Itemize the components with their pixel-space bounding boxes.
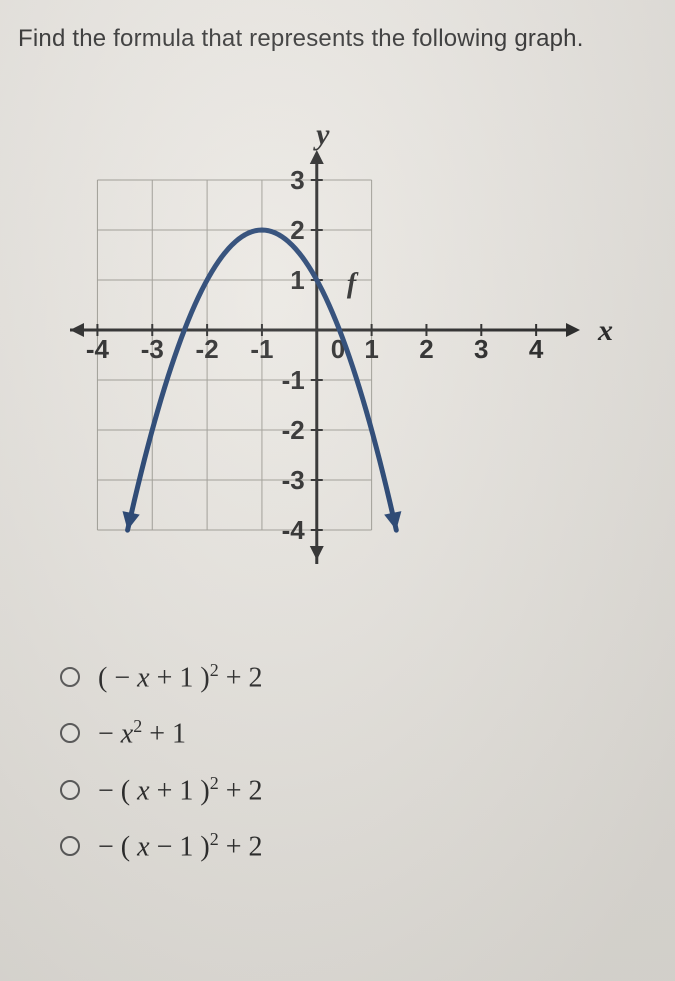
svg-text:-3: -3 xyxy=(141,334,164,364)
svg-text:1: 1 xyxy=(364,334,378,364)
question-text: Find the formula that represents the fol… xyxy=(18,25,657,53)
radio-icon xyxy=(60,836,80,856)
option-d[interactable]: − ( x − 1 )2 + 2 xyxy=(60,829,262,863)
svg-text:-1: -1 xyxy=(250,334,273,364)
option-b-formula: − x2 + 1 xyxy=(98,716,186,750)
svg-text:-2: -2 xyxy=(282,415,305,445)
radio-icon xyxy=(60,780,80,800)
option-d-formula: − ( x − 1 )2 + 2 xyxy=(98,829,262,863)
svg-text:x: x xyxy=(597,314,613,347)
option-a[interactable]: ( − x + 1 )2 + 2 xyxy=(60,660,262,694)
option-c[interactable]: − ( x + 1 )2 + 2 xyxy=(60,773,262,807)
graph-container: -4-3-2-112340-4-3-2-1123yxf xyxy=(60,120,620,580)
svg-text:1: 1 xyxy=(290,265,304,295)
svg-text:-2: -2 xyxy=(196,334,219,364)
svg-text:4: 4 xyxy=(529,334,544,364)
option-c-formula: − ( x + 1 )2 + 2 xyxy=(98,773,262,807)
svg-text:2: 2 xyxy=(290,215,304,245)
svg-text:-3: -3 xyxy=(282,465,305,495)
radio-icon xyxy=(60,723,80,743)
svg-text:3: 3 xyxy=(290,165,304,195)
svg-text:y: y xyxy=(313,120,330,151)
svg-text:-4: -4 xyxy=(86,334,110,364)
option-b[interactable]: − x2 + 1 xyxy=(60,716,262,750)
svg-text:3: 3 xyxy=(474,334,488,364)
svg-text:2: 2 xyxy=(419,334,433,364)
graph-svg: -4-3-2-112340-4-3-2-1123yxf xyxy=(60,120,620,580)
answer-options: ( − x + 1 )2 + 2 − x2 + 1 − ( x + 1 )2 +… xyxy=(60,660,262,885)
radio-icon xyxy=(60,667,80,687)
option-a-formula: ( − x + 1 )2 + 2 xyxy=(98,660,262,694)
svg-text:-1: -1 xyxy=(282,365,305,395)
svg-text:f: f xyxy=(347,269,359,300)
svg-text:-4: -4 xyxy=(282,515,306,545)
